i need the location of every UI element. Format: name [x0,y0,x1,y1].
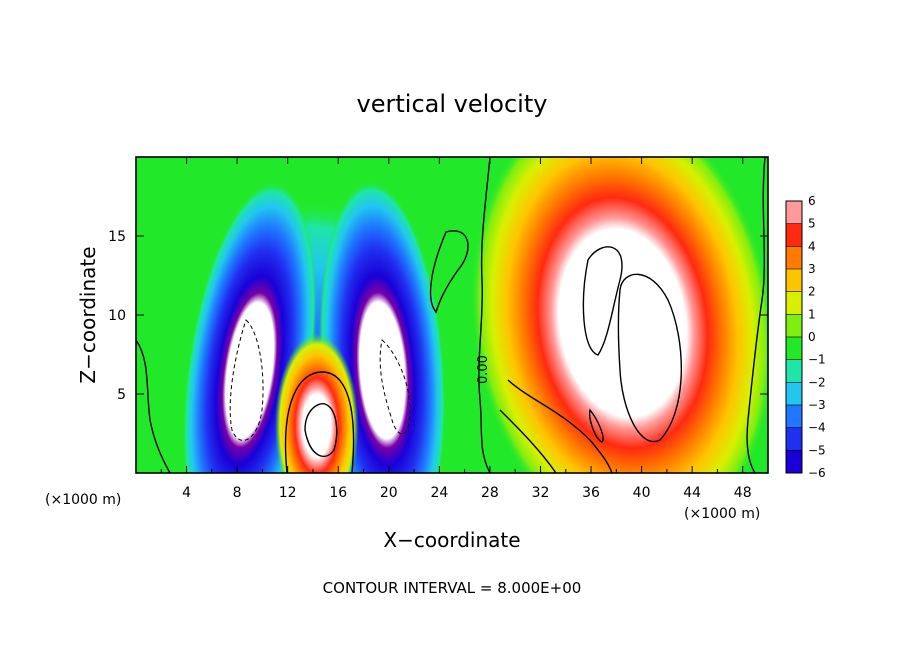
plot-area [136,157,768,473]
positive-contour-line [304,403,338,458]
x-tick-label: 20 [380,485,398,501]
chart-title: vertical velocity [357,90,548,118]
colorbar-segment [786,405,802,429]
colorbar-label: −4 [808,421,826,435]
zero-contour-line [746,157,766,473]
colorbar-label: −3 [808,398,826,412]
positive-contour-line [284,371,355,473]
colorbar: 6 5 4 3 2 1 0 −1 −2 −3 −4 −5 −6 [785,194,826,480]
contour-value-label: 0.00 [476,355,491,384]
positive-contour-line [617,273,683,443]
colorbar-label: 2 [808,285,816,299]
colorbar-label: 4 [808,239,816,253]
colorbar-segment [786,427,802,451]
colorbar-label: 6 [808,194,816,208]
colorbar-segment [786,359,802,383]
colorbar-segment [786,291,802,315]
contour-interval-text: CONTOUR INTERVAL = 8.000E+00 [323,579,582,597]
colorbar-label: −1 [808,353,826,367]
negative-contour-line [379,339,411,435]
z-unit-label: (×1000 m) [45,492,121,508]
positive-contour-line [588,408,604,443]
positive-contour-line [582,246,623,356]
y-tick-label: 10 [108,308,126,324]
colorbar-segment [786,382,802,406]
x-tick-label: 40 [633,485,651,501]
x-tick-label: 48 [734,485,752,501]
x-tick-label: 12 [279,485,297,501]
updraft-core [274,333,359,473]
zero-contour-line [478,157,491,473]
x-tick-label: 24 [430,485,448,501]
x-tick-label: 32 [532,485,550,501]
x-tick-label: 36 [582,485,600,501]
updraft-core [470,157,768,473]
x-tick-label: 44 [683,485,701,501]
colorbar-label: 5 [808,217,816,231]
y-tick-label: 5 [117,387,126,403]
colorbar-label: −2 [808,375,826,389]
zero-contour-line [507,379,613,473]
velocity-field [182,157,768,473]
y-axis-label: Z−coordinate [76,246,100,383]
colorbar-segment [786,223,802,247]
colorbar-segment [786,314,802,338]
colorbar-segment [786,269,802,293]
colorbar-segment [786,337,802,361]
zero-contour-line [136,339,171,473]
colorbar-label: 0 [808,330,816,344]
zero-contour-line [499,409,557,473]
colorbar-label: 3 [808,262,816,276]
x-tick-label: 16 [329,485,347,501]
colorbar-label: 1 [808,307,816,321]
x-axis-label: X−coordinate [383,528,520,552]
colorbar-segment [786,201,802,225]
colorbar-segment [786,450,802,474]
x-tick-label: 4 [182,485,191,501]
contour-lines [136,157,766,473]
negative-contour-line [229,319,264,441]
colorbar-segment [786,246,802,270]
zero-contour-line [429,230,469,314]
x-axis-ticks: 4 8 12 16 20 24 28 32 36 40 44 48 [160,157,752,501]
y-axis-ticks: 5 10 15 [108,229,768,403]
x-tick-label: 28 [481,485,499,501]
x-unit-label: (×1000 m) [684,506,760,522]
colorbar-label: −6 [808,466,826,480]
colorbar-label: −5 [808,443,826,457]
y-tick-label: 15 [108,229,126,245]
x-tick-label: 8 [233,485,242,501]
